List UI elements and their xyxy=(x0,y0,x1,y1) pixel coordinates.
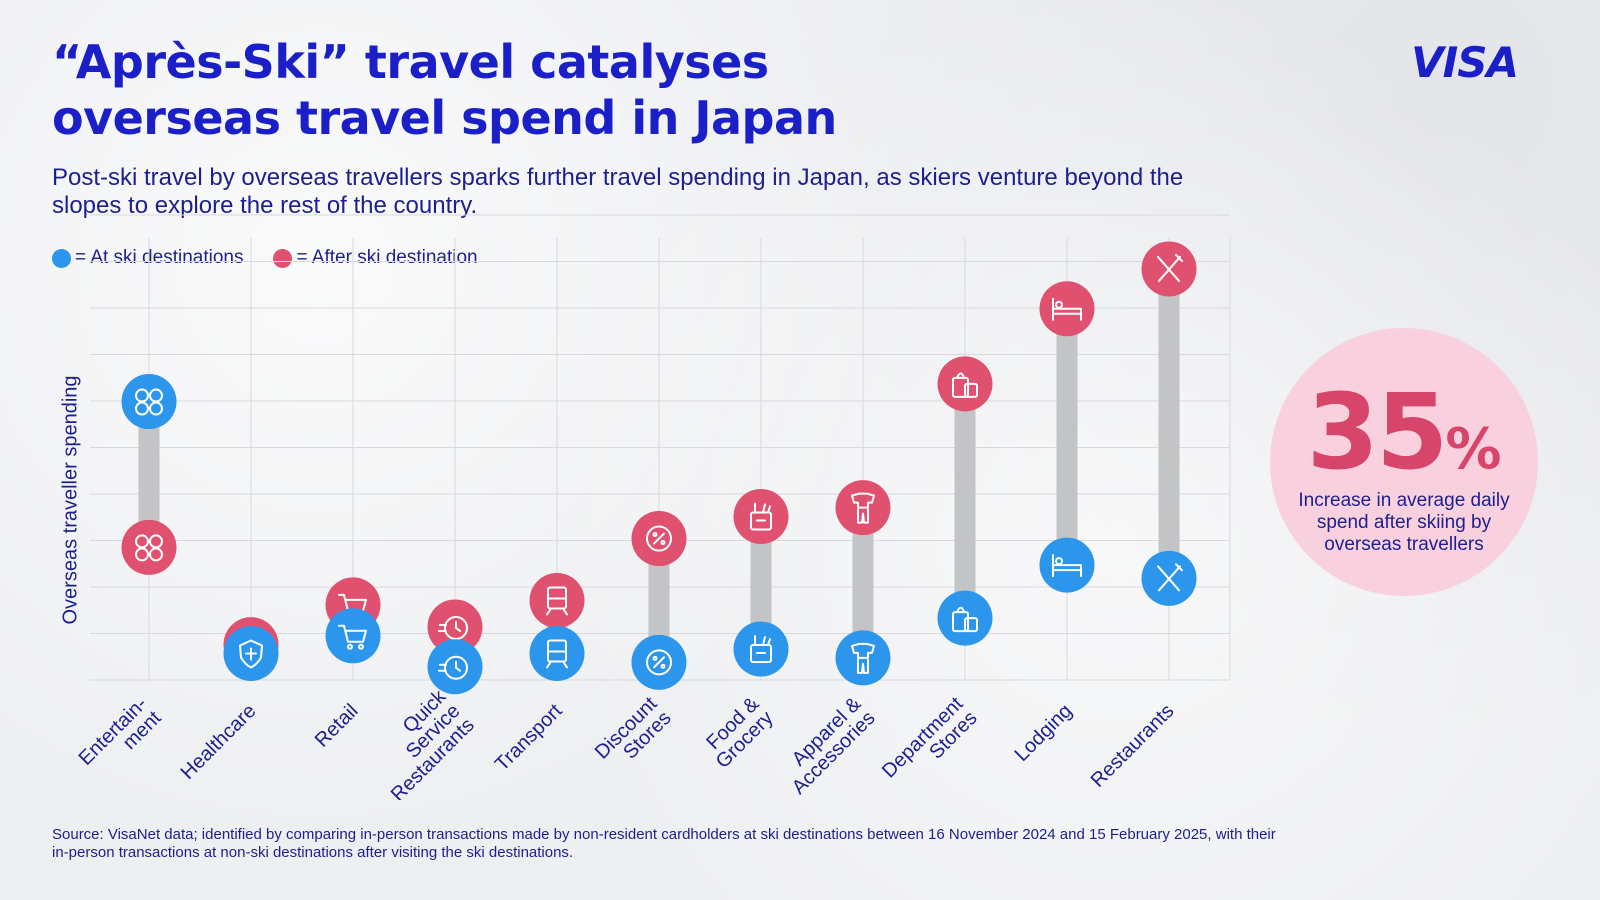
legend-swatch-at-ski xyxy=(52,248,71,268)
x-tick-label: Transport xyxy=(491,700,567,776)
grocery-bag-icon xyxy=(750,635,772,664)
x-tick-label: Retail xyxy=(311,700,363,752)
train-icon xyxy=(546,586,568,616)
stopwatch-icon xyxy=(438,655,468,680)
dumbbell-6 xyxy=(733,488,789,677)
x-tick-label: Lodging xyxy=(1011,700,1077,766)
clothing-icon xyxy=(851,642,875,674)
chart-legend: = At ski destinations = After ski destin… xyxy=(52,247,478,269)
dumbbell-4 xyxy=(529,572,585,681)
discount-badge-icon xyxy=(646,525,672,552)
at-ski-marker-circle xyxy=(733,621,789,677)
entertainment-icon xyxy=(135,534,163,562)
x-tick-label: QuickServiceRestaurants xyxy=(359,685,480,800)
dumbbell-8 xyxy=(937,356,993,646)
after-ski-marker xyxy=(1141,241,1197,297)
stat-number: 35 xyxy=(1306,371,1449,493)
dumbbell-2 xyxy=(325,577,381,664)
stat-value: 35% xyxy=(1270,380,1538,500)
x-tick-label: Apparel &Accessories xyxy=(774,692,880,798)
fork-knife-icon xyxy=(1157,253,1183,282)
after-ski-marker xyxy=(733,488,789,544)
dumbbell-5 xyxy=(631,511,687,690)
after-ski-marker-circle xyxy=(121,519,177,575)
stat-description: Increase in average daily spend after sk… xyxy=(1298,490,1510,555)
bed-icon xyxy=(1052,297,1082,321)
after-ski-marker xyxy=(529,572,585,628)
dumbbell-marks xyxy=(121,241,1197,695)
x-tick-label-line: Transport xyxy=(491,700,567,776)
stat-unit: % xyxy=(1445,417,1502,482)
train-icon xyxy=(546,639,568,669)
at-ski-marker xyxy=(631,634,687,690)
legend-label-at-ski: = At ski destinations xyxy=(75,247,244,268)
at-ski-marker-circle xyxy=(529,625,585,681)
legend-swatch-after-ski xyxy=(273,248,293,268)
at-ski-marker-circle xyxy=(121,374,177,430)
chart-title: “Après-Ski” travel catalyses overseas tr… xyxy=(52,35,837,145)
x-tick-label: Entertain-ment xyxy=(75,693,166,784)
at-ski-marker xyxy=(835,630,891,686)
at-ski-marker xyxy=(1039,537,1095,593)
at-ski-marker-circle xyxy=(325,608,381,664)
stat-callout: 35% Increase in average daily spend afte… xyxy=(1270,328,1538,596)
x-tick-label: DepartmentStores xyxy=(878,693,982,797)
at-ski-marker xyxy=(937,590,993,646)
after-ski-marker xyxy=(631,511,687,567)
shopping-bags-icon xyxy=(952,606,978,633)
at-ski-marker xyxy=(427,639,483,695)
stopwatch-icon xyxy=(438,615,468,640)
dumbbell-3 xyxy=(427,599,483,695)
fork-knife-icon xyxy=(1157,563,1183,592)
source-note: Source: VisaNet data; identified by comp… xyxy=(52,826,1276,861)
x-tick-label: DiscountStores xyxy=(591,693,676,778)
x-tick-label: Food &Grocery xyxy=(698,692,778,772)
after-ski-marker xyxy=(121,519,177,575)
health-shield-icon xyxy=(239,639,263,669)
shopping-bags-icon xyxy=(952,372,978,398)
x-tick-label-line: Healthcare xyxy=(177,700,261,784)
dumbbell-0 xyxy=(121,374,177,575)
at-ski-marker xyxy=(1141,550,1197,606)
x-tick-label-line: Retail xyxy=(311,700,363,752)
at-ski-marker xyxy=(733,621,789,677)
after-ski-marker-circle xyxy=(529,572,585,628)
legend-item-at-ski: = At ski destinations xyxy=(52,247,243,269)
at-ski-marker xyxy=(325,608,381,664)
dumbbell-7 xyxy=(835,480,891,686)
legend-label-after-ski: = After ski destination xyxy=(296,247,478,268)
clothing-icon xyxy=(851,492,875,524)
after-ski-marker xyxy=(835,480,891,536)
bed-icon xyxy=(1052,554,1082,578)
dumbbell-10 xyxy=(1141,241,1197,606)
dumbbell-1 xyxy=(223,617,279,681)
visa-logo: VISA xyxy=(1411,38,1519,87)
x-tick-label: Healthcare xyxy=(177,700,261,784)
legend-item-after-ski: = After ski destination xyxy=(273,247,478,269)
grocery-bag-icon xyxy=(750,502,772,531)
after-ski-marker-circle xyxy=(733,488,789,544)
x-tick-label-line: Restaurants xyxy=(1087,700,1179,792)
x-tick-label: Restaurants xyxy=(1087,700,1179,792)
discount-badge-icon xyxy=(646,649,672,676)
at-ski-marker xyxy=(529,625,585,681)
dumbbell-9 xyxy=(1039,281,1095,593)
after-ski-marker xyxy=(427,599,483,655)
after-ski-marker xyxy=(1039,281,1095,337)
after-ski-marker xyxy=(937,356,993,412)
shopping-cart-icon xyxy=(338,624,367,650)
at-ski-marker xyxy=(121,374,177,430)
at-ski-marker xyxy=(223,625,279,681)
x-tick-label-line: Lodging xyxy=(1011,700,1077,766)
entertainment-icon xyxy=(135,388,163,416)
dumbbell-chart: Entertain-ment Healthcare Retail QuickServi… xyxy=(75,214,1231,800)
